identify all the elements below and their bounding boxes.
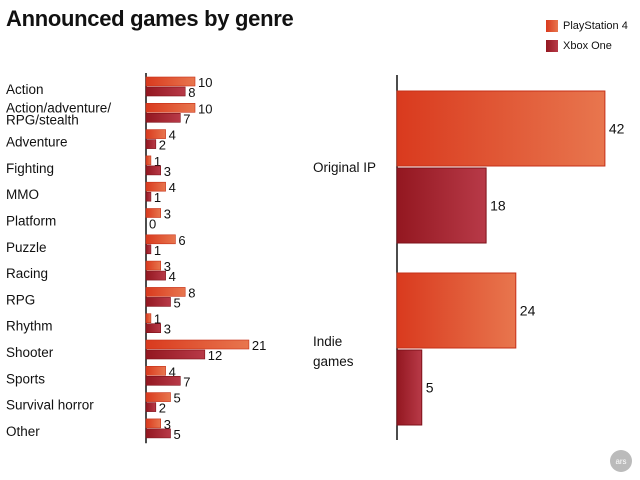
bar-ps4-action xyxy=(145,76,196,87)
value-label-ps4-mmo: 4 xyxy=(169,180,176,195)
value-label-xbox-adventure: 2 xyxy=(159,138,166,153)
bar-xbox-action xyxy=(145,86,186,97)
genre-label-survival-horror: Survival horror xyxy=(6,398,94,413)
bar-xbox-fighting xyxy=(145,165,161,176)
value-label-ps4-shooter: 21 xyxy=(252,338,266,353)
genre-label-sports: Sports xyxy=(6,371,45,386)
category-label-indie-games: Indie games xyxy=(313,334,354,369)
genre-label-adventure: Adventure xyxy=(6,135,68,150)
bar-xbox-indie-games xyxy=(396,349,423,426)
bar-ps4-rhythm xyxy=(145,313,152,324)
value-label-ps4-indie-games: 24 xyxy=(520,303,536,319)
value-label-xbox-racing: 4 xyxy=(169,269,176,284)
bar-xbox-racing xyxy=(145,270,166,281)
bar-xbox-adventure xyxy=(145,139,157,149)
value-label-xbox-other: 5 xyxy=(174,427,181,442)
value-label-ps4-survival-horror: 5 xyxy=(174,391,181,406)
genre-label-fighting: Fighting xyxy=(6,161,54,176)
bar-ps4-mmo xyxy=(145,181,166,192)
bar-xbox-rhythm xyxy=(145,323,161,334)
genre-label-other: Other xyxy=(6,424,40,439)
ars-logo: ars xyxy=(610,450,632,472)
bar-xbox-mmo xyxy=(145,191,152,202)
legend-item-xbox: Xbox One xyxy=(546,36,628,56)
ip-indie-chart: Original IP 42 18 Indie games 24 5 xyxy=(313,75,625,440)
legend: PlayStation 4 Xbox One xyxy=(546,16,628,56)
genre-label-action: Action xyxy=(6,82,44,97)
bar-ps4-racing xyxy=(145,260,161,271)
value-label-ps4-action-adventure-rpg-stealth: 10 xyxy=(198,101,212,116)
value-label-ps4-puzzle: 6 xyxy=(178,233,185,248)
genre-label-racing: Racing xyxy=(6,266,48,281)
legend-label-xbox: Xbox One xyxy=(563,40,612,52)
bar-xbox-survival-horror xyxy=(145,402,157,412)
value-label-xbox-survival-horror: 2 xyxy=(159,401,166,416)
bar-xbox-puzzle xyxy=(145,244,152,255)
bar-ps4-indie-games xyxy=(396,272,517,349)
genre-label-platform: Platform xyxy=(6,214,56,229)
bar-xbox-shooter xyxy=(145,349,206,360)
value-label-xbox-action-adventure-rpg-stealth: 7 xyxy=(183,111,190,126)
legend-swatch-xbox xyxy=(546,40,558,52)
legend-label-ps4: PlayStation 4 xyxy=(563,20,628,32)
legend-swatch-ps4 xyxy=(546,20,558,32)
value-label-ps4-action: 10 xyxy=(198,75,212,90)
bar-ps4-puzzle xyxy=(145,234,176,245)
value-label-ps4-original-ip: 42 xyxy=(609,121,625,137)
value-label-xbox-original-ip: 18 xyxy=(490,198,506,214)
bar-xbox-action-adventure-rpg-stealth xyxy=(145,113,181,123)
value-label-xbox-mmo: 1 xyxy=(154,190,161,205)
bar-xbox-original-ip xyxy=(396,167,487,244)
bar-ps4-original-ip xyxy=(396,90,606,167)
value-label-ps4-rhythm: 1 xyxy=(154,312,161,327)
value-label-ps4-sports: 4 xyxy=(169,364,176,379)
value-label-xbox-rpg: 5 xyxy=(174,295,181,310)
value-label-ps4-rpg: 8 xyxy=(188,285,195,300)
genre-label-rpg: RPG xyxy=(6,292,35,307)
bar-ps4-action-adventure-rpg-stealth xyxy=(145,103,196,113)
value-label-ps4-platform: 3 xyxy=(164,207,171,222)
value-label-xbox-shooter: 12 xyxy=(208,348,222,363)
chart-title: Announced games by genre xyxy=(6,6,294,31)
bar-xbox-other xyxy=(145,428,171,439)
bar-ps4-shooter xyxy=(145,339,250,350)
value-label-xbox-platform: 0 xyxy=(149,217,156,232)
value-label-xbox-fighting: 3 xyxy=(164,164,171,179)
bar-xbox-sports xyxy=(145,375,181,386)
genre-label-rhythm: Rhythm xyxy=(6,319,53,334)
value-label-xbox-rhythm: 3 xyxy=(164,322,171,337)
bar-xbox-rpg xyxy=(145,297,171,307)
value-label-ps4-fighting: 1 xyxy=(154,154,161,169)
value-label-xbox-indie-games: 5 xyxy=(426,380,434,396)
value-label-ps4-adventure: 4 xyxy=(169,128,176,143)
value-label-xbox-action: 8 xyxy=(188,85,195,100)
category-label-original-ip: Original IP xyxy=(313,160,376,175)
legend-item-ps4: PlayStation 4 xyxy=(546,16,628,36)
bar-ps4-adventure xyxy=(145,129,166,139)
value-label-xbox-puzzle: 1 xyxy=(154,243,161,258)
value-label-xbox-sports: 7 xyxy=(183,374,190,389)
genre-chart: Action 108Action/adventure/RPG/stealth107… xyxy=(6,73,266,444)
bar-ps4-platform xyxy=(145,208,161,218)
bar-ps4-fighting xyxy=(145,155,152,166)
genre-label-mmo: MMO xyxy=(6,187,39,202)
value-label-ps4-other: 3 xyxy=(164,417,171,432)
genre-label-action-adventure-rpg-stealth: Action/adventure/RPG/stealth xyxy=(6,100,111,127)
bar-ps4-rpg xyxy=(145,287,186,297)
bar-ps4-sports xyxy=(145,365,166,376)
bar-ps4-other xyxy=(145,418,161,429)
genre-label-puzzle: Puzzle xyxy=(6,240,47,255)
value-label-ps4-racing: 3 xyxy=(164,259,171,274)
bar-ps4-survival-horror xyxy=(145,392,171,402)
genre-label-shooter: Shooter xyxy=(6,345,54,360)
